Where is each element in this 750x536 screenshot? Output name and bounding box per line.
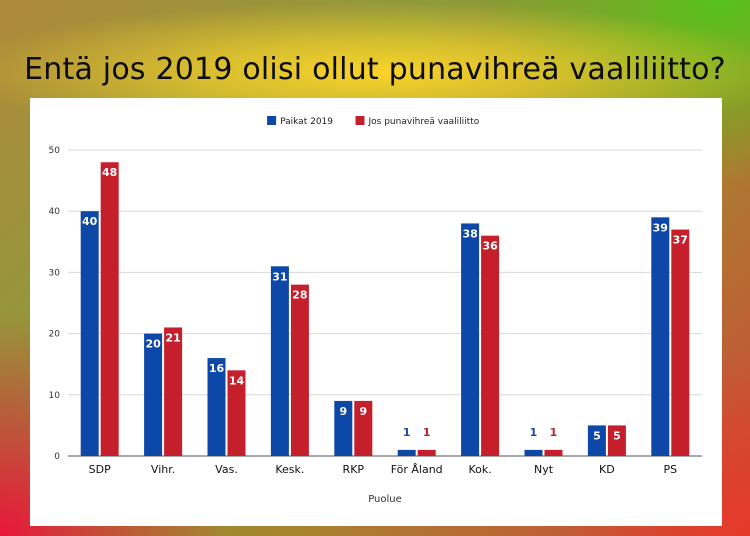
y-tick-label: 10 xyxy=(49,391,61,401)
y-tick-label: 50 xyxy=(49,146,61,156)
y-tick-label: 0 xyxy=(54,452,60,462)
data-label: 38 xyxy=(462,227,477,240)
data-label: 20 xyxy=(145,338,161,351)
category-label: Kesk. xyxy=(275,463,304,476)
category-label: SDP xyxy=(89,463,111,476)
bar-paikat-2019-4 xyxy=(334,400,353,456)
legend-label: Jos punavihreä vaaliliitto xyxy=(368,117,480,127)
bar-punavihrea-6 xyxy=(481,235,500,456)
bar-punavihrea-5 xyxy=(417,449,436,456)
y-tick-label: 30 xyxy=(49,268,61,278)
y-tick-label: 20 xyxy=(49,330,61,340)
legend-swatch xyxy=(267,116,277,125)
data-label: 1 xyxy=(530,426,538,439)
legend-swatch xyxy=(355,116,365,125)
bar-punavihrea-4 xyxy=(354,400,373,456)
data-label: 39 xyxy=(653,221,668,234)
data-label: 28 xyxy=(292,289,307,302)
data-label: 5 xyxy=(593,429,601,442)
bar-punavihrea-7 xyxy=(544,449,563,456)
bar-punavihrea-9 xyxy=(671,229,690,456)
bar-punavihrea-8 xyxy=(607,425,626,456)
data-label: 9 xyxy=(359,405,367,418)
data-label: 31 xyxy=(272,270,287,283)
data-label: 16 xyxy=(209,362,225,375)
bar-paikat-2019-3 xyxy=(270,266,289,456)
category-label: Vas. xyxy=(215,463,238,476)
bar-paikat-2019-6 xyxy=(461,223,480,456)
data-label: 1 xyxy=(403,426,411,439)
bar-punavihrea-0 xyxy=(100,162,119,456)
bar-punavihrea-2 xyxy=(227,370,246,456)
data-label: 40 xyxy=(82,215,98,228)
data-label: 36 xyxy=(482,240,498,253)
data-label: 9 xyxy=(339,405,347,418)
bar-paikat-2019-9 xyxy=(651,217,670,456)
category-label: Kok. xyxy=(468,463,491,476)
data-label: 14 xyxy=(229,374,245,387)
bar-chart: 0 10 20 30 40 50 40 48 SDP 20 21 Vihr. 16 14 Vas. 31 28 K… xyxy=(49,116,702,505)
bar-paikat-2019-7 xyxy=(524,449,543,456)
bar-paikat-2019-1 xyxy=(144,333,163,456)
category-label: För Åland xyxy=(391,463,443,476)
bar-paikat-2019-5 xyxy=(397,449,416,456)
bar-punavihrea-1 xyxy=(164,327,183,456)
category-label: KD xyxy=(599,463,615,476)
legend-label: Paikat 2019 xyxy=(280,117,333,127)
data-label: 5 xyxy=(613,429,621,442)
category-label: PS xyxy=(663,463,677,476)
data-label: 48 xyxy=(102,166,117,179)
bar-paikat-2019-0 xyxy=(80,211,99,456)
category-label: Vihr. xyxy=(151,463,175,476)
bar-paikat-2019-2 xyxy=(207,358,226,456)
bar-paikat-2019-8 xyxy=(587,425,606,456)
category-label: Nyt xyxy=(534,463,554,476)
category-label: RKP xyxy=(343,463,365,476)
data-label: 1 xyxy=(550,426,558,439)
x-axis-label: Puolue xyxy=(368,494,402,505)
chart-title: Entä jos 2019 olisi ollut punavihreä vaa… xyxy=(24,52,726,87)
y-tick-label: 40 xyxy=(49,207,61,217)
chart-panel: 0 10 20 30 40 50 40 48 SDP 20 21 Vihr. 16 14 Vas. 31 28 K… xyxy=(30,98,722,526)
data-label: 37 xyxy=(673,234,688,247)
data-label: 21 xyxy=(165,331,180,344)
data-label: 1 xyxy=(423,426,431,439)
bar-punavihrea-3 xyxy=(290,284,309,456)
